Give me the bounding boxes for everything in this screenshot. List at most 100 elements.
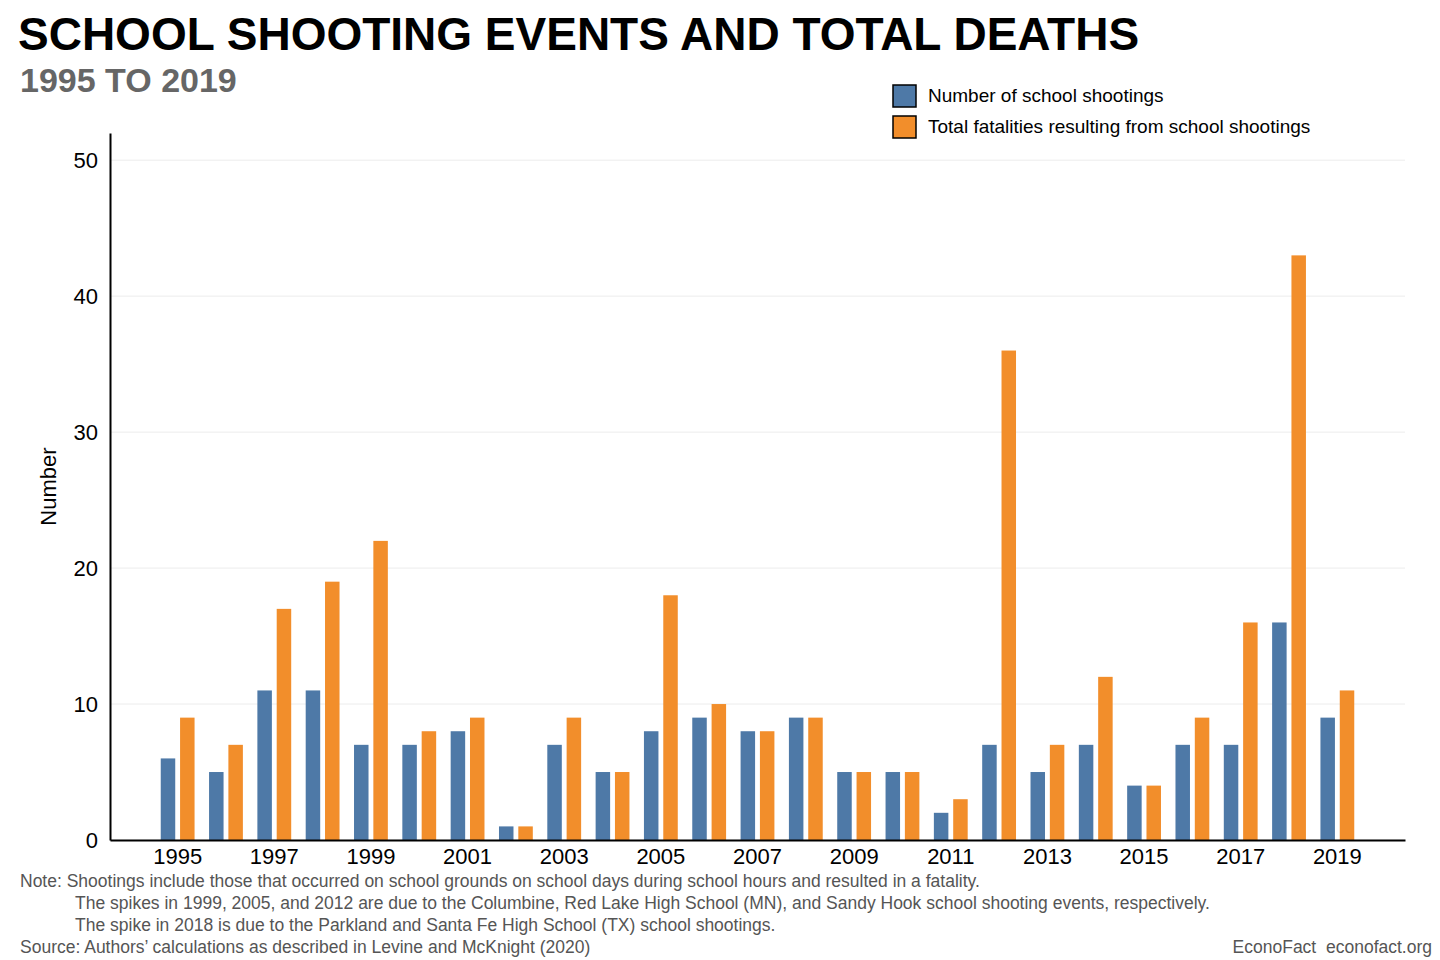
bar: [1272, 622, 1286, 840]
y-tick: 0: [86, 828, 110, 853]
x-axis: 1995199719992001200320052007200920112013…: [111, 840, 1406, 869]
bar: [1031, 772, 1045, 840]
y-tick-label: 20: [74, 556, 98, 581]
bar: [1175, 745, 1189, 840]
x-tick: 2013: [1023, 840, 1072, 869]
bar: [257, 690, 271, 840]
y-tick-label: 0: [86, 828, 98, 853]
bar: [982, 745, 996, 840]
bar: [1224, 745, 1238, 840]
bar: [886, 772, 900, 840]
x-tick: 2001: [443, 840, 492, 869]
y-tick: 30: [74, 420, 110, 445]
bar: [1340, 690, 1354, 840]
x-tick: 2005: [636, 840, 685, 869]
bar: [663, 595, 677, 840]
x-tick-label: 2011: [927, 844, 974, 869]
bar: [1320, 718, 1334, 840]
note: The spike in 2018 is due to the Parkland…: [75, 915, 775, 935]
x-axis-line: [111, 840, 1406, 842]
x-tick-label: 2003: [540, 844, 589, 869]
bar: [1291, 255, 1305, 840]
bar: [402, 745, 416, 840]
note: The spikes in 1999, 2005, and 2012 are d…: [75, 893, 1210, 913]
note: Note: Shootings include those that occur…: [20, 871, 980, 891]
x-tick-label: 2009: [830, 844, 879, 869]
x-tick-label: 2005: [636, 844, 685, 869]
bar: [228, 745, 242, 840]
bar: [306, 690, 320, 840]
bar: [1146, 786, 1160, 840]
bar: [692, 718, 706, 840]
x-tick-label: 2013: [1023, 844, 1072, 869]
bar: [209, 772, 223, 840]
bar: [277, 609, 291, 840]
x-tick-label: 2019: [1313, 844, 1362, 869]
bar: [789, 718, 803, 840]
x-tick-label: 2007: [733, 844, 782, 869]
bar: [161, 758, 175, 840]
bar: [373, 541, 387, 840]
chart-svg: SCHOOL SHOOTING EVENTS AND TOTAL DEATHS1…: [0, 0, 1440, 960]
bars: [161, 255, 1355, 840]
bar: [808, 718, 822, 840]
legend-swatch: [893, 116, 916, 138]
bar: [644, 731, 658, 840]
grid-line: [110, 568, 1405, 569]
bar: [354, 745, 368, 840]
x-tick-label: 1997: [250, 844, 299, 869]
bar: [1079, 745, 1093, 840]
x-tick: 2011: [927, 840, 974, 869]
credit: EconoFact econofact.org: [1233, 937, 1432, 957]
source: Source: Authors’ calculations as describ…: [20, 937, 590, 957]
y-tick-label: 10: [74, 692, 98, 717]
bar: [934, 813, 948, 840]
bar: [1127, 786, 1141, 840]
bar: [712, 704, 726, 840]
x-tick: 2015: [1120, 840, 1169, 869]
y-axis-title: Number: [36, 447, 61, 525]
bar: [615, 772, 629, 840]
legend-label: Total fatalities resulting from school s…: [928, 116, 1310, 137]
bar: [1002, 351, 1016, 840]
grid-line: [110, 840, 1405, 841]
x-tick-label: 2001: [443, 844, 492, 869]
bar: [1195, 718, 1209, 840]
bar: [760, 731, 774, 840]
x-tick-label: 1995: [153, 844, 202, 869]
y-tick-label: 50: [74, 148, 98, 173]
y-tick: 40: [74, 284, 110, 309]
bar: [499, 826, 513, 840]
x-tick: 2007: [733, 840, 782, 869]
x-tick-label: 2015: [1120, 844, 1169, 869]
bar: [857, 772, 871, 840]
y-axis: 0 10 20 30 40 50: [74, 134, 111, 853]
grid-line: [110, 704, 1405, 705]
bar-series: [180, 255, 1354, 840]
grid: [110, 160, 1405, 840]
x-tick: 2019: [1313, 840, 1362, 869]
y-tick: 50: [74, 148, 110, 173]
legend: Number of school shootings Total fataliti…: [893, 85, 1310, 138]
y-axis-line: [110, 134, 112, 841]
x-tick-label: 2017: [1216, 844, 1265, 869]
bar: [567, 718, 581, 840]
bar: [1243, 622, 1257, 840]
legend-swatch: [893, 85, 916, 107]
bar: [470, 718, 484, 840]
x-tick: 2017: [1216, 840, 1265, 869]
bar: [180, 718, 194, 840]
y-tick-label: 40: [74, 284, 98, 309]
bar: [422, 731, 436, 840]
bar: [741, 731, 755, 840]
x-tick: 1995: [153, 840, 202, 869]
legend-label: Number of school shootings: [928, 85, 1164, 106]
x-tick: 2009: [830, 840, 879, 869]
bar: [837, 772, 851, 840]
grid-line: [110, 432, 1405, 433]
bar: [451, 731, 465, 840]
bar: [547, 745, 561, 840]
bar: [953, 799, 967, 840]
bar: [518, 826, 532, 840]
bar: [1098, 677, 1112, 840]
